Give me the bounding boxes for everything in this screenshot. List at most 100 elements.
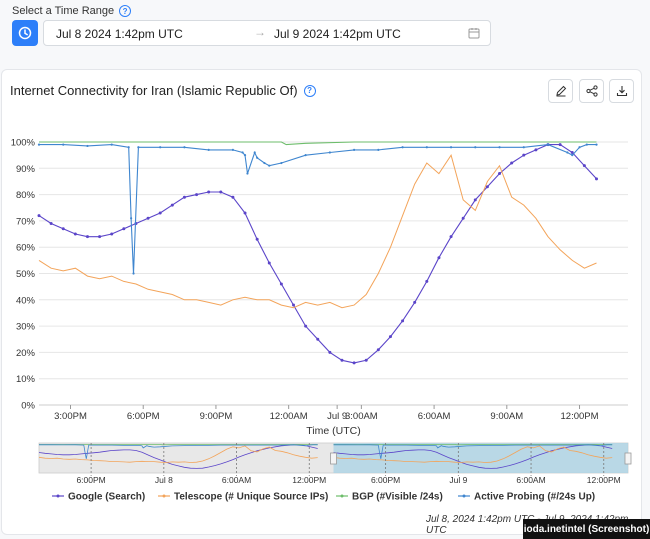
series-line-1 — [38, 144, 597, 364]
series-point — [231, 148, 235, 151]
navigator-series-line — [38, 445, 318, 463]
clock-icon[interactable] — [12, 20, 38, 46]
x-tick-label: 3:00AM — [345, 411, 378, 422]
y-tick-label: 60% — [16, 243, 36, 254]
series-point — [316, 337, 320, 341]
series-point — [328, 151, 331, 154]
navigator-tick-label: 12:00PM — [292, 475, 326, 485]
series-point — [268, 164, 271, 167]
series-point — [585, 143, 588, 146]
series-point — [159, 146, 162, 149]
share-icon — [585, 85, 598, 97]
x-tick-label: 6:00PM — [127, 411, 160, 422]
series-point — [353, 148, 356, 151]
edit-button[interactable] — [548, 79, 573, 103]
series-point — [61, 227, 65, 231]
series-point — [62, 143, 65, 146]
series-point — [183, 146, 186, 149]
legend-marker — [340, 494, 344, 498]
date-range-input[interactable]: Jul 8 2024 1:42pm UTC → Jul 9 2024 1:42p… — [43, 20, 491, 46]
share-button[interactable] — [579, 79, 604, 103]
series-point — [594, 177, 598, 181]
legend-marker — [56, 494, 60, 498]
x-tick-label: 12:00AM — [270, 411, 308, 422]
navigator-tick-label: Jul 9 — [449, 475, 467, 485]
series-point — [388, 335, 392, 339]
x-tick-label: 3:00PM — [54, 411, 87, 422]
series-point — [207, 190, 211, 194]
series-point — [401, 319, 405, 323]
arrow-right-icon: → — [254, 25, 266, 39]
time-range-label: Select a Time Range ? — [12, 5, 132, 17]
series-point — [570, 151, 574, 155]
series-point — [37, 143, 41, 146]
series-point — [49, 222, 53, 226]
legend-label: Active Probing (#/24s Up) — [474, 492, 595, 503]
y-tick-label: 0% — [21, 401, 35, 412]
legend-label: Telescope (# Unique Source IPs) — [174, 492, 328, 503]
series-point — [582, 164, 586, 168]
series-point — [110, 232, 114, 236]
series-point — [364, 358, 368, 362]
download-icon — [616, 86, 627, 97]
x-tick-label: 9:00PM — [200, 411, 233, 422]
help-icon[interactable]: ? — [303, 84, 316, 97]
series-point — [546, 143, 550, 146]
series-point — [137, 146, 140, 149]
y-tick-label: 70% — [16, 216, 36, 227]
series-point — [130, 217, 133, 220]
x-tick-label: Jul 9 — [327, 411, 347, 422]
start-date-field[interactable]: Jul 8 2024 1:42pm UTC — [56, 27, 183, 41]
series-point — [246, 172, 249, 175]
help-icon[interactable]: ? — [119, 5, 132, 17]
y-tick-label: 50% — [16, 269, 36, 280]
series-point — [449, 146, 453, 149]
screenshot-credit: ioda.inetintel (Screenshot) — [523, 519, 650, 539]
series-point — [498, 146, 501, 149]
series-point — [207, 148, 210, 151]
legend-marker — [162, 494, 166, 498]
series-point — [401, 146, 404, 149]
series-point — [195, 193, 199, 197]
y-tick-label: 10% — [16, 374, 36, 385]
series-point — [122, 227, 126, 231]
series-point — [243, 211, 247, 215]
navigator-series-line — [333, 444, 613, 459]
y-tick-label: 40% — [16, 295, 36, 306]
card-title: Internet Connectivity for Iran (Islamic … — [10, 83, 316, 98]
series-point — [85, 235, 89, 239]
series-point — [474, 146, 477, 149]
series-point — [510, 161, 514, 165]
navigator-handle[interactable] — [330, 452, 337, 465]
navigator-selection — [333, 443, 628, 473]
series-point — [522, 146, 525, 149]
series-point — [377, 148, 380, 151]
navigator-tick-label: 6:00AM — [222, 475, 251, 485]
series-point — [231, 195, 235, 199]
series-point — [595, 143, 598, 146]
series-point — [73, 232, 77, 236]
series-point — [279, 282, 283, 286]
series-point — [241, 151, 244, 154]
end-date-field[interactable]: Jul 9 2024 1:42pm UTC — [274, 27, 401, 41]
series-point — [280, 161, 283, 165]
navigator-tick-label: 6:00PM — [76, 475, 105, 485]
legend-label: BGP (#Visible /24s) — [352, 492, 443, 503]
download-button[interactable] — [609, 79, 634, 103]
series-point — [292, 303, 296, 307]
series-point — [498, 172, 502, 176]
y-tick-label: 20% — [16, 348, 36, 359]
calendar-icon[interactable] — [468, 27, 480, 42]
navigator-handle[interactable] — [624, 452, 632, 465]
series-line-2 — [38, 154, 597, 309]
series-point — [263, 161, 266, 165]
y-tick-label: 100% — [11, 138, 36, 149]
series-point — [449, 235, 453, 239]
series-point — [170, 203, 174, 207]
navigator-tick-label: Jul 8 — [155, 475, 173, 485]
series-point — [158, 211, 162, 215]
series-point — [571, 154, 574, 157]
x-tick-label: 9:00AM — [490, 411, 523, 422]
y-tick-label: 30% — [16, 322, 36, 333]
